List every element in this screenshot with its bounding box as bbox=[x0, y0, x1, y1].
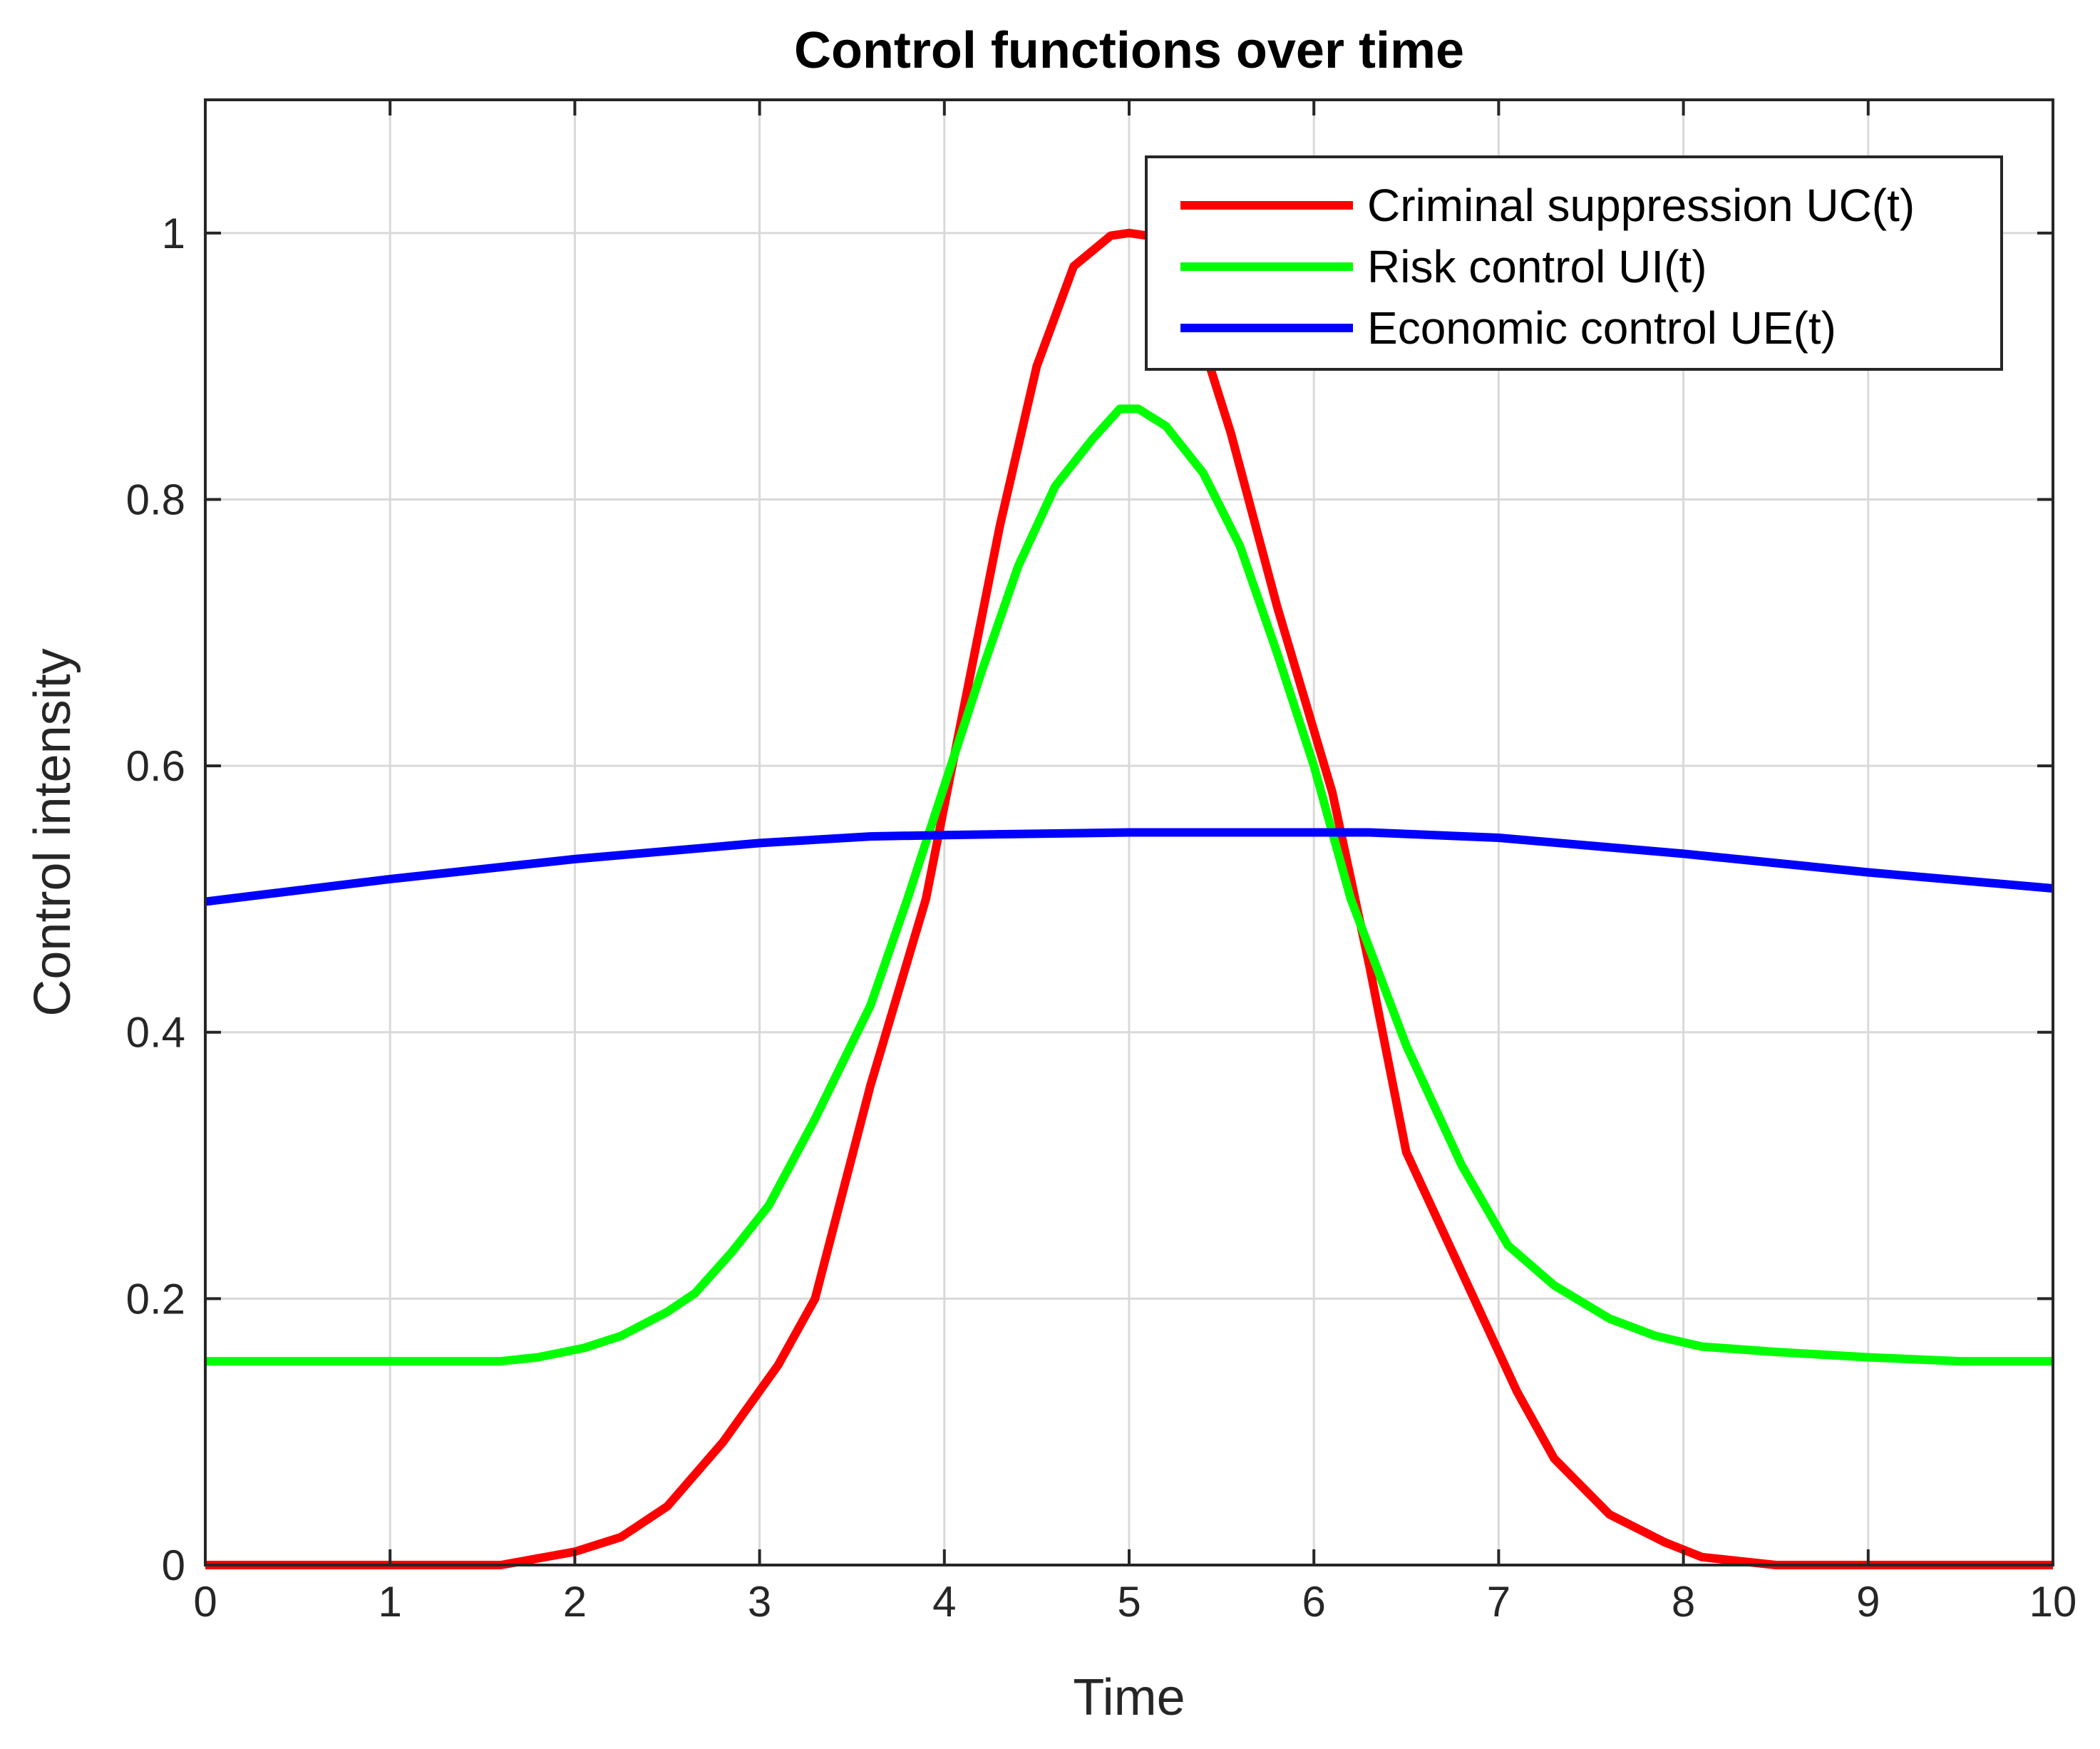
x-axis-label: Time bbox=[1073, 1669, 1185, 1726]
legend: Criminal suppression UC(t) Risk control U… bbox=[1145, 155, 2003, 371]
y-tick-label: 0.4 bbox=[126, 1009, 185, 1057]
x-tick-label: 2 bbox=[563, 1578, 587, 1626]
chart-title: Control functions over time bbox=[794, 22, 1464, 79]
x-tick-label: 3 bbox=[748, 1578, 771, 1626]
x-tick-label: 4 bbox=[932, 1578, 956, 1626]
series-line-1 bbox=[205, 228, 2053, 1569]
x-tick-label: 7 bbox=[1487, 1578, 1510, 1626]
series-line-2 bbox=[205, 404, 2053, 1366]
series-lines bbox=[205, 228, 2054, 1569]
x-tick-label: 0 bbox=[193, 1578, 217, 1626]
y-axis-label: Control intensity bbox=[24, 648, 81, 1016]
legend-label-3: Economic control UE(t) bbox=[1367, 302, 1836, 354]
y-tick-label: 0.6 bbox=[126, 742, 185, 790]
x-tick-label: 9 bbox=[1856, 1578, 1880, 1626]
legend-label-2: Risk control UI(t) bbox=[1367, 241, 1707, 292]
series-line-3 bbox=[205, 828, 2054, 906]
y-tick-label: 0.2 bbox=[126, 1275, 185, 1323]
legend-label-1: Criminal suppression UC(t) bbox=[1367, 180, 1915, 231]
x-tick-label: 5 bbox=[1117, 1578, 1141, 1626]
y-tick-label: 0.8 bbox=[126, 476, 185, 523]
axis-ticks: 0 1 2 3 4 5 6 7 8 9 10 0 0.2 0.4 0.6 0.8 1 bbox=[126, 100, 2077, 1626]
y-tick-label: 0 bbox=[162, 1542, 185, 1589]
y-tick-label: 1 bbox=[162, 210, 185, 257]
x-tick-label: 6 bbox=[1302, 1578, 1326, 1626]
x-tick-label: 1 bbox=[379, 1578, 402, 1626]
x-tick-label: 8 bbox=[1672, 1578, 1695, 1626]
x-tick-label: 10 bbox=[2029, 1578, 2077, 1626]
